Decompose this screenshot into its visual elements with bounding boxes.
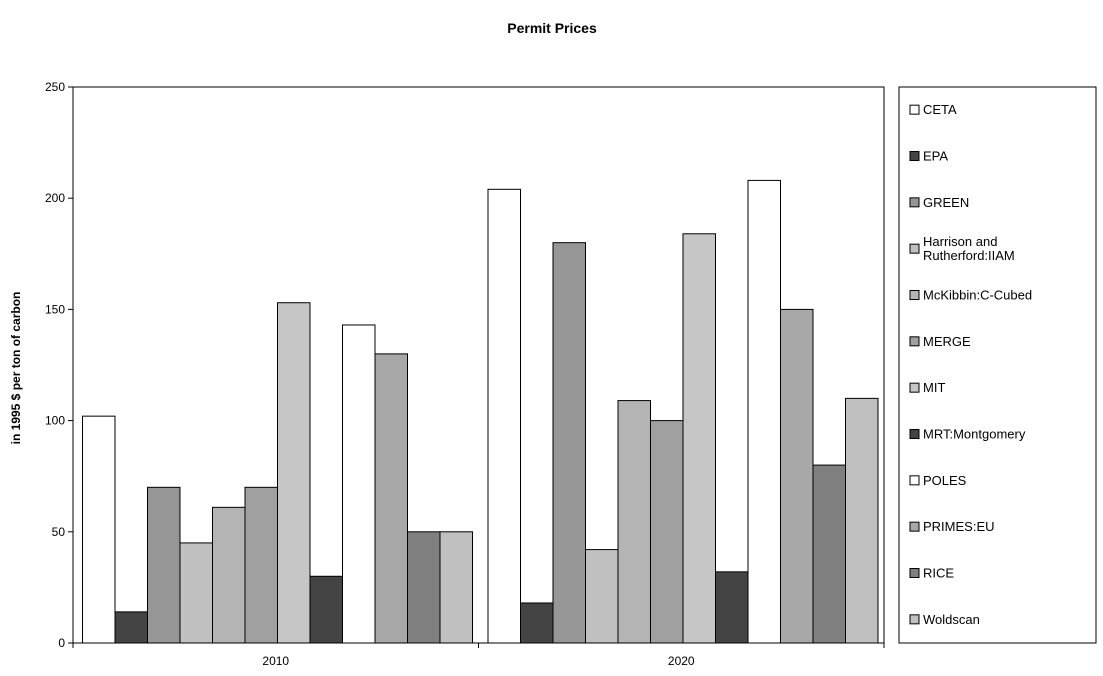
chart-title: Permit Prices — [507, 20, 597, 36]
y-tick-label: 200 — [45, 191, 65, 205]
bar-mrt-montgomery-2010 — [309, 575, 343, 644]
legend-label: EPA — [923, 149, 948, 164]
bar-ceta-2020 — [487, 188, 521, 644]
bar-poles-2020 — [747, 179, 781, 644]
bar-harrison-and-rutherford-iiam-2010 — [179, 542, 213, 644]
legend-swatch — [909, 151, 920, 161]
legend-swatch — [909, 243, 920, 254]
legend-item: McKibbin:C-Cubed — [909, 288, 1032, 303]
bar-harrison-and-rutherford-iiam-2020 — [585, 549, 619, 644]
legend-swatch — [909, 104, 920, 115]
bar-mit-2010 — [277, 302, 311, 644]
legend-item: PRIMES:EU — [909, 519, 995, 534]
legend-label: McKibbin:C-Cubed — [923, 288, 1032, 303]
bar-epa-2020 — [520, 602, 554, 644]
legend-label: PRIMES:EU — [923, 519, 995, 534]
bar-woldscan-2010 — [439, 531, 473, 644]
legend-label: MIT — [923, 380, 945, 395]
y-axis-label: in 1995 $ per ton of carbon — [9, 292, 23, 445]
bar-primes-eu-2020 — [780, 308, 814, 644]
legend-label: RICE — [923, 566, 954, 581]
legend-label: MERGE — [923, 334, 971, 349]
legend-swatch — [909, 336, 920, 347]
x-tick-label: 2010 — [262, 654, 289, 668]
legend-swatch — [909, 429, 920, 439]
legend-item: Woldscan — [909, 612, 980, 627]
legend-swatch — [909, 614, 920, 625]
bar-epa-2010 — [114, 611, 148, 644]
legend-item: GREEN — [909, 195, 969, 210]
bar-mit-2020 — [682, 233, 716, 644]
legend-label: Harrison and Rutherford:IIAM — [923, 234, 1015, 263]
legend-item: MERGE — [909, 334, 971, 349]
legend-item: RICE — [909, 566, 954, 581]
legend-item: Harrison and Rutherford:IIAM — [909, 234, 1015, 263]
y-tick-label: 100 — [45, 414, 65, 428]
legend-label: POLES — [923, 473, 967, 488]
legend-swatch — [909, 382, 920, 393]
legend-label: GREEN — [923, 195, 969, 210]
legend-label: MRT:Montgomery — [923, 427, 1026, 442]
legend: CETA EPA GREEN Harrison and Rutherford:IIAM M… — [898, 86, 1097, 644]
legend-label: Woldscan — [923, 612, 980, 627]
legend-box — [898, 86, 1097, 644]
legend-item: EPA — [909, 149, 948, 164]
legend-item: POLES — [909, 473, 967, 488]
bar-ceta-2010 — [82, 415, 116, 644]
y-tick-label: 0 — [58, 636, 65, 650]
y-tick-label: 50 — [52, 525, 66, 539]
bar-mckibbin-c-cubed-2010 — [212, 506, 246, 644]
legend-swatch — [909, 197, 920, 208]
legend-swatch — [909, 568, 920, 578]
bar-mrt-montgomery-2020 — [715, 571, 749, 644]
legend-item: MIT — [909, 380, 945, 395]
bar-rice-2010 — [407, 531, 441, 644]
y-tick-label: 150 — [45, 302, 65, 316]
bar-merge-2020 — [650, 420, 684, 644]
bar-green-2020 — [552, 242, 586, 644]
legend-swatch — [909, 475, 920, 486]
bar-woldscan-2020 — [845, 397, 879, 644]
y-tick-label: 250 — [45, 80, 65, 94]
bar-green-2010 — [147, 486, 181, 644]
bar-primes-eu-2010 — [374, 353, 408, 644]
bar-merge-2010 — [244, 486, 278, 644]
legend-swatch — [909, 521, 920, 532]
bar-mckibbin-c-cubed-2020 — [617, 400, 651, 644]
legend-label: CETA — [923, 102, 957, 117]
bar-rice-2020 — [812, 464, 846, 644]
plot-area: 0 50 100 150 200 250 2010 2020 — [45, 80, 885, 668]
bar-poles-2010 — [342, 324, 376, 644]
legend-item: CETA — [909, 102, 957, 117]
legend-swatch — [909, 290, 920, 300]
legend-item: MRT:Montgomery — [909, 427, 1026, 442]
x-tick-label: 2020 — [668, 654, 695, 668]
